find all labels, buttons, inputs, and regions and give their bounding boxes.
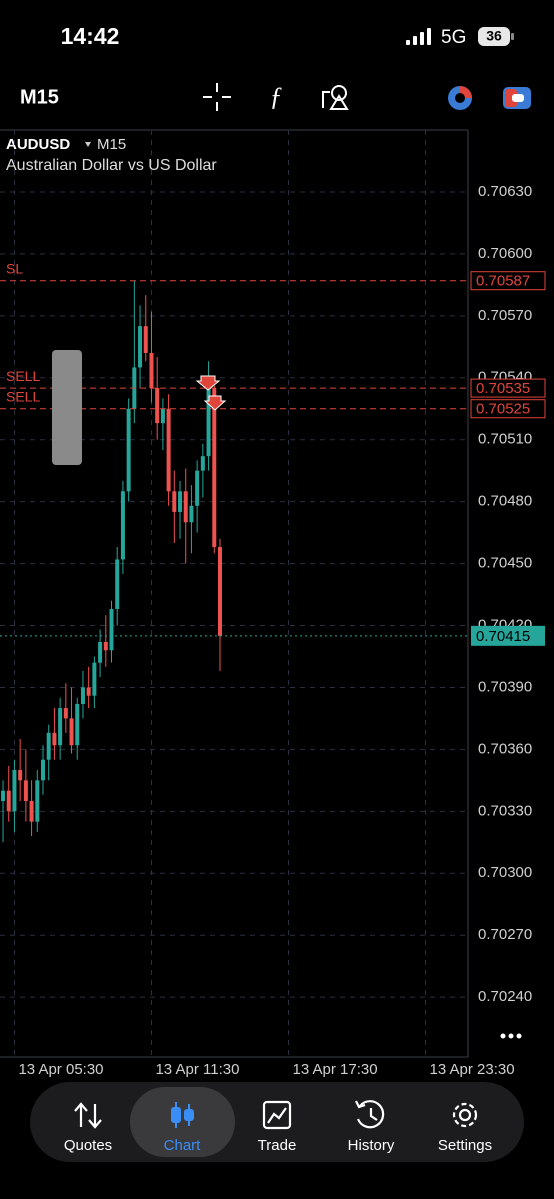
candle-body [138, 326, 143, 368]
y-tick-label: 0.70510 [478, 431, 532, 448]
indicators-button[interactable]: ƒ [270, 82, 283, 111]
candle-body [1, 790, 6, 801]
bid-price-box [471, 625, 545, 646]
candle-body [75, 703, 80, 746]
symbol-description: Australian Dollar vs US Dollar [6, 157, 217, 174]
active-tab-highlight [130, 1087, 235, 1157]
tab-label[interactable]: Trade [258, 1137, 297, 1154]
candle-body [103, 642, 108, 651]
candle-body [126, 408, 131, 492]
candle-body [160, 408, 165, 424]
battery-icon [478, 27, 510, 46]
tab-label[interactable]: Settings [438, 1137, 492, 1154]
candle-body [155, 388, 160, 424]
candle-body [92, 662, 97, 696]
account-button[interactable] [448, 86, 472, 110]
candle-body [6, 790, 11, 812]
candle-body [212, 388, 217, 548]
candle-body [120, 491, 125, 560]
y-tick-label: 0.70390 [478, 678, 532, 695]
crosshair-button[interactable] [203, 83, 231, 111]
candle-body [29, 800, 34, 822]
signal-icon [406, 28, 431, 45]
symbol-dropdown[interactable] [85, 142, 91, 147]
candle-body [189, 505, 194, 523]
candle-body [80, 687, 85, 704]
candle-body [98, 642, 103, 663]
order-price-box [470, 271, 546, 291]
candle-body [149, 352, 154, 389]
x-tick-label: 13 Apr 23:30 [430, 1061, 515, 1078]
history-icon [355, 1100, 385, 1129]
candle-body [40, 759, 45, 781]
candle-body [206, 388, 211, 457]
candle-body [172, 491, 177, 512]
sell-arrow [203, 395, 227, 411]
quotes-icon [74, 1102, 102, 1129]
candle-body [52, 732, 57, 746]
battery-tip [511, 33, 514, 40]
order-price-label: 0.70525 [476, 401, 530, 418]
symbol: AUDUSD [6, 136, 70, 153]
candle-body [12, 770, 17, 812]
scroll-handle[interactable] [52, 350, 82, 465]
candle-body [58, 708, 63, 746]
more-button[interactable] [500, 1033, 522, 1039]
y-tick-label: 0.70630 [478, 183, 532, 200]
candle-body [178, 491, 183, 512]
settings-icon [452, 1102, 478, 1128]
x-tick-label: 13 Apr 11:30 [155, 1061, 239, 1078]
candle-body [23, 780, 28, 801]
order-price-label: 0.70535 [476, 380, 530, 397]
x-tick-label: 13 Apr 05:30 [18, 1061, 103, 1078]
candle-body [35, 780, 40, 822]
candle-body [200, 456, 205, 471]
objects-button[interactable] [322, 85, 349, 110]
candle-body [166, 408, 171, 492]
y-tick-label: 0.70450 [478, 555, 532, 572]
y-tick-label: 0.70600 [478, 245, 532, 262]
chart-timeframe: M15 [97, 136, 126, 153]
y-tick-label: 0.70570 [478, 307, 532, 324]
order-label: SELL [6, 368, 40, 384]
network-label: 5G [441, 27, 466, 48]
order-label: SL [6, 260, 23, 276]
sell-arrow [195, 375, 221, 391]
tab-label[interactable]: Quotes [64, 1137, 112, 1154]
y-tick-label: 0.70300 [478, 864, 532, 881]
candle-body [18, 770, 23, 781]
y-tick-label: 0.70270 [478, 926, 532, 943]
candle-body [143, 326, 148, 353]
candle-body [115, 559, 120, 609]
x-tick-label: 13 Apr 17:30 [292, 1061, 377, 1078]
tab-label[interactable]: History [348, 1137, 395, 1154]
trade-icon [262, 1100, 292, 1130]
battery-level: 36 [486, 28, 502, 44]
order-price-box [470, 399, 546, 419]
chart-area: 0.706300.706000.705700.705400.705100.704… [0, 130, 546, 1078]
order-price-label: 0.70587 [476, 273, 530, 290]
order-label: SELL [6, 388, 40, 404]
candle-body [183, 491, 188, 523]
trade-button[interactable] [503, 87, 531, 109]
clock: 14:42 [61, 23, 120, 49]
y-tick-label: 0.70360 [478, 740, 532, 757]
candle-body [195, 470, 200, 506]
candle-body [86, 687, 91, 696]
candle-body [109, 608, 114, 651]
candle-body [63, 708, 68, 719]
bid-price-label: 0.70415 [476, 628, 530, 645]
timeframe-button[interactable]: M15 [20, 86, 59, 108]
tab-label[interactable]: Chart [164, 1137, 202, 1154]
chart-icon [171, 1102, 194, 1128]
y-tick-label: 0.70330 [478, 802, 532, 819]
y-tick-label: 0.70480 [478, 493, 532, 510]
order-price-box [470, 378, 546, 398]
candle-body [69, 718, 74, 746]
y-tick-label: 0.70240 [478, 988, 532, 1005]
candle-body [46, 732, 51, 760]
candle-body [217, 547, 222, 636]
